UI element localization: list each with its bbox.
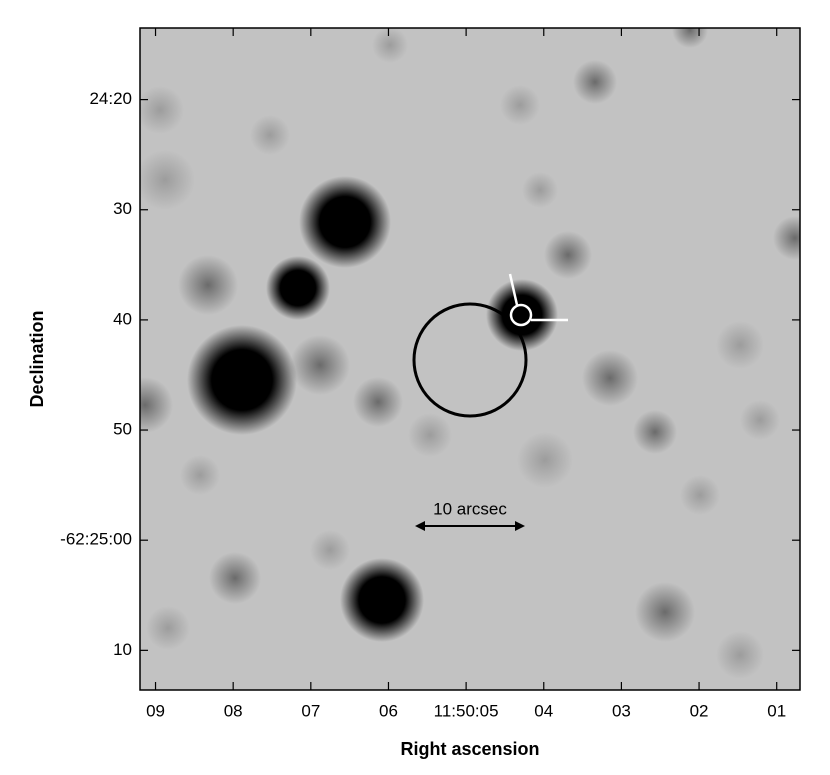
x-tick-label: 09 [146, 701, 165, 720]
x-tick-label: 08 [224, 701, 243, 720]
x-tick-label: 03 [612, 701, 631, 720]
plot-frame [139, 27, 801, 691]
x-tick-label: 11:50:05 [434, 701, 499, 720]
y-tick-label: -62:25:00 [60, 530, 132, 549]
counterpart-marker [509, 303, 533, 327]
scale-label: 10 arcsec [433, 499, 507, 518]
marker-tick [508, 273, 519, 306]
x-tick-label: 01 [767, 701, 786, 720]
y-tick-label: 24:20 [89, 89, 132, 108]
x-tick-label: 04 [534, 701, 553, 720]
scale-bar [415, 521, 525, 531]
x-tick-label: 07 [301, 701, 320, 720]
error-circle [412, 302, 528, 418]
y-tick-label: 30 [113, 199, 132, 218]
y-tick-label: 50 [113, 420, 132, 439]
y-tick-label: 10 [113, 640, 132, 659]
sky-image: 10 arcsec [140, 28, 800, 690]
y-axis-title: Declination [27, 310, 47, 407]
x-tick-label: 02 [690, 701, 709, 720]
sources [140, 28, 800, 679]
y-tick-label: 40 [113, 309, 132, 328]
x-tick-label: 06 [379, 701, 398, 720]
x-axis-title: Right ascension [400, 739, 539, 759]
